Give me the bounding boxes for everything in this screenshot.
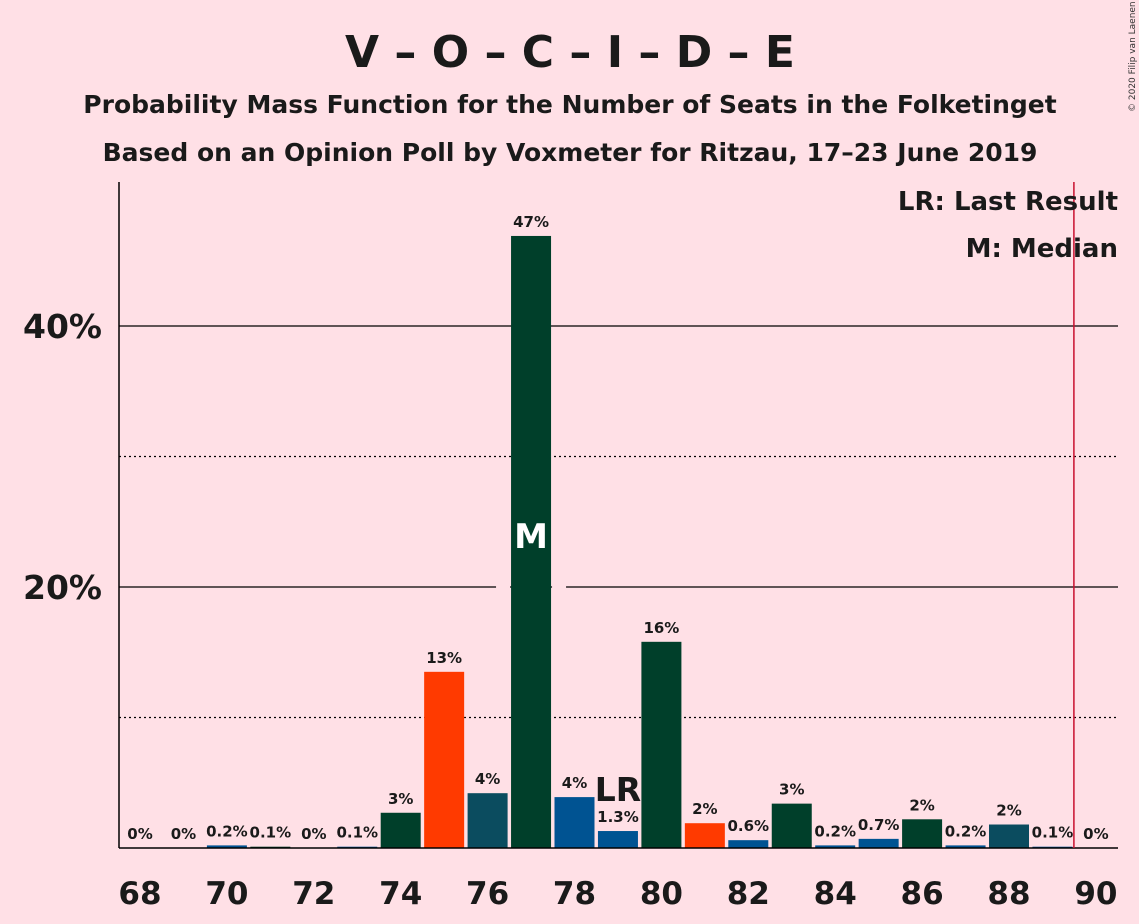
data-label: 3% [779, 781, 804, 799]
bar [554, 797, 595, 848]
copyright-text: © 2020 Filip van Laenen [1128, 1, 1138, 112]
data-label: 47% [513, 213, 549, 231]
bars [206, 235, 1073, 848]
bar [206, 845, 247, 848]
data-label: 0.7% [858, 816, 900, 834]
data-label: 0.1% [1032, 824, 1074, 842]
data-label: 16% [643, 619, 679, 637]
median-marker: M [514, 517, 548, 557]
data-label: 0.2% [945, 822, 987, 840]
data-label: 0.1% [336, 824, 378, 842]
x-tick-label: 88 [987, 876, 1030, 912]
bar [771, 803, 812, 848]
axes: 20% 40% 68 70 72 74 76 78 80 82 84 86 88 90 [23, 182, 1118, 912]
x-tick-label: 68 [118, 876, 161, 912]
x-tick-label: 84 [814, 876, 857, 912]
legend-median: M: Median [966, 234, 1118, 264]
chart-subtitle-1: Probability Mass Function for the Number… [83, 90, 1056, 119]
label-gap [552, 583, 567, 591]
bar [902, 819, 943, 848]
chart-title: V – O – C – I – D – E [345, 27, 795, 78]
x-tick-label: 82 [727, 876, 770, 912]
data-label: 0.2% [814, 822, 856, 840]
data-label: 0% [171, 825, 196, 843]
data-label: 0.1% [250, 824, 292, 842]
bar [989, 824, 1029, 848]
data-label: 0.6% [727, 817, 769, 835]
bar [597, 831, 638, 848]
bar [511, 235, 552, 848]
label-gap [496, 583, 511, 591]
data-label: 0% [301, 825, 326, 843]
bar [684, 823, 725, 848]
bar [467, 793, 508, 848]
bar [728, 840, 769, 848]
bar [380, 812, 421, 848]
data-label: 4% [562, 774, 587, 792]
data-label: 1.3% [597, 808, 639, 826]
bar [858, 838, 899, 848]
bar [641, 641, 682, 848]
data-label: 2% [996, 802, 1021, 820]
data-label: 0% [127, 825, 152, 843]
data-label: 0.2% [206, 822, 248, 840]
x-tick-label: 76 [466, 876, 509, 912]
x-tick-label: 86 [901, 876, 944, 912]
label-gap [366, 227, 493, 244]
x-tick-label: 74 [379, 876, 422, 912]
x-tick-label: 78 [553, 876, 596, 912]
x-tick-label: 80 [640, 876, 683, 912]
bar [424, 671, 465, 848]
data-label: 0% [1083, 825, 1108, 843]
bar [945, 845, 986, 848]
data-label: 4% [475, 770, 500, 788]
x-tick-label: 90 [1074, 876, 1117, 912]
data-label: 2% [692, 800, 717, 818]
label-gap [556, 227, 689, 244]
data-label: 2% [909, 796, 934, 814]
y-tick-label: 40% [23, 307, 102, 346]
legend-last-result: LR: Last Result [898, 187, 1118, 217]
x-tick-label: 70 [205, 876, 248, 912]
grid-lines [119, 227, 1118, 719]
data-label: 13% [426, 649, 462, 667]
x-tick-label: 72 [292, 876, 335, 912]
last-result-marker: LR [595, 770, 641, 809]
data-labels: 0% 0% 0.2% 0.1% 0% 0.1%3%13%4%47%M4%1.3%LR16%… [127, 213, 1108, 843]
data-label: 3% [388, 790, 413, 808]
chart-subtitle-2: Based on an Opinion Poll by Voxmeter for… [103, 138, 1038, 167]
y-tick-label: 20% [23, 568, 102, 607]
bar [815, 845, 856, 848]
